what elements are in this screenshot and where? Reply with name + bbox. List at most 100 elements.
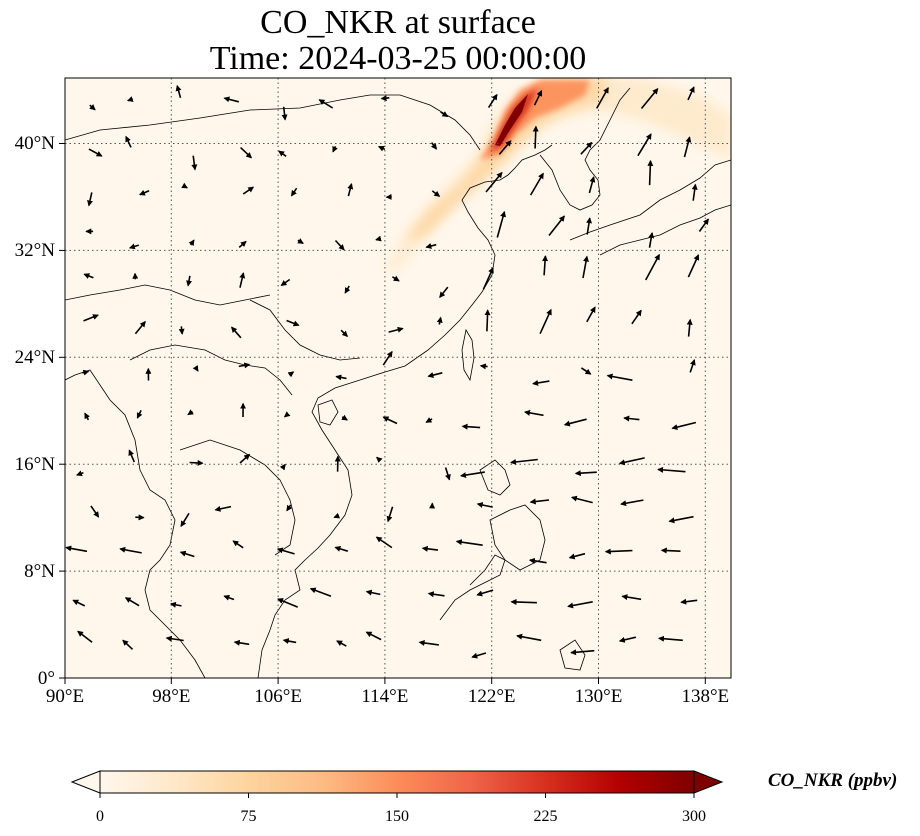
wind-arrow	[376, 456, 383, 463]
wind-arrow	[134, 320, 146, 335]
wind-arrow	[482, 266, 494, 290]
wind-arrow	[621, 594, 642, 601]
x-tick-label: 130°E	[575, 686, 623, 707]
wind-arrow	[660, 547, 681, 554]
wind-arrow	[668, 515, 694, 524]
map-frame	[64, 77, 732, 679]
wind-arrow	[192, 365, 199, 372]
wind-arrow	[471, 652, 487, 659]
wind-arrow	[686, 318, 693, 337]
wind-arrow	[644, 253, 661, 281]
wind-arrow	[175, 84, 182, 99]
wind-arrow	[89, 104, 96, 111]
wind-arrow	[180, 512, 190, 528]
wind-arrow	[476, 502, 493, 508]
wind-arrow	[333, 512, 341, 519]
wind-arrow	[687, 86, 695, 101]
wind-arrow	[375, 536, 393, 549]
wind-arrow	[233, 639, 250, 646]
wind-arrow	[570, 649, 595, 656]
wind-arrow	[90, 505, 100, 518]
colorbar: 0 75 150 225 300	[70, 770, 724, 825]
wind-arrow	[484, 309, 491, 332]
wind-arrow	[439, 286, 449, 298]
wind-arrow	[336, 640, 347, 647]
wind-arrow	[231, 326, 242, 339]
wind-arrow	[283, 411, 291, 418]
wind-arrow	[128, 243, 140, 250]
wind-arrow	[309, 587, 332, 598]
wind-arrow	[125, 135, 132, 148]
wind-arrow	[277, 598, 299, 608]
wind-arrow	[181, 182, 188, 189]
wind-arrow	[83, 273, 94, 279]
wind-arrow	[186, 275, 192, 287]
y-tick-label: 16°N	[15, 454, 56, 475]
x-tick-label: 122°E	[468, 686, 516, 707]
wind-arrow	[582, 255, 589, 279]
wind-arrow	[179, 550, 195, 558]
wind-arrow	[281, 106, 288, 121]
wind-arrow	[533, 90, 543, 106]
colorbar-tick-label: 0	[96, 808, 104, 825]
wind-vectors	[65, 84, 709, 659]
wind-arrow	[691, 183, 698, 201]
colorbar-tick-label: 75	[241, 808, 257, 825]
wind-arrow	[574, 470, 597, 477]
wind-arrow	[128, 449, 136, 463]
wind-arrow	[65, 545, 88, 553]
wind-arrow	[340, 329, 349, 338]
wind-arrow	[567, 601, 593, 609]
colorbar-extend-max	[693, 770, 724, 794]
wind-arrow	[332, 145, 338, 153]
wind-arrow	[461, 423, 481, 430]
wind-arrow	[683, 136, 692, 158]
wind-arrow	[335, 374, 347, 381]
wind-arrow	[687, 254, 700, 278]
wind-arrow	[529, 172, 544, 196]
wind-arrow	[631, 309, 642, 325]
wind-arrow	[136, 410, 143, 419]
map-title-line2: Time: 2024-03-25 00:00:00	[209, 40, 587, 77]
wind-arrow	[188, 239, 195, 247]
wind-arrow	[124, 597, 140, 607]
wind-arrow	[334, 239, 345, 251]
wind-arrow	[586, 217, 592, 235]
wind-arrow	[529, 498, 550, 505]
colorbar-extend-min	[70, 770, 101, 794]
wind-arrow	[169, 601, 182, 608]
map-title-line1: CO_NKR at surface	[260, 4, 536, 41]
wind-arrow	[240, 147, 253, 159]
wind-arrow	[596, 87, 609, 109]
wind-arrow	[570, 495, 593, 504]
wind-arrow	[297, 238, 304, 244]
wind-arrow	[476, 589, 494, 597]
wind-arrow	[242, 186, 255, 195]
y-axis: 0° 8°N 16°N 24°N 32°N 40°N	[15, 133, 65, 689]
wind-arrow	[637, 133, 652, 157]
wind-arrow	[689, 359, 696, 373]
wind-arrow	[178, 326, 185, 335]
wind-arrow	[427, 591, 445, 598]
wind-arrow	[620, 499, 644, 507]
wind-arrow	[568, 552, 586, 560]
co-plume	[385, 78, 731, 272]
wind-arrow	[528, 557, 547, 564]
wind-arrow	[618, 457, 645, 466]
wind-arrow	[377, 145, 386, 152]
wind-arrow	[657, 466, 686, 473]
wind-arrow	[388, 326, 404, 333]
colorbar-tick-label: 150	[385, 808, 409, 825]
wind-arrow	[223, 96, 239, 103]
wind-arrow	[87, 192, 93, 207]
gridlines	[65, 78, 731, 678]
wind-arrow	[510, 598, 537, 605]
wind-arrow	[88, 148, 103, 157]
wind-arrow	[580, 141, 593, 155]
wind-arrow	[77, 630, 93, 643]
y-tick-label: 40°N	[15, 133, 56, 154]
wind-arrow	[606, 373, 633, 381]
wind-arrow	[455, 539, 483, 546]
x-tick-label: 106°E	[254, 686, 302, 707]
wind-arrow	[427, 372, 443, 378]
